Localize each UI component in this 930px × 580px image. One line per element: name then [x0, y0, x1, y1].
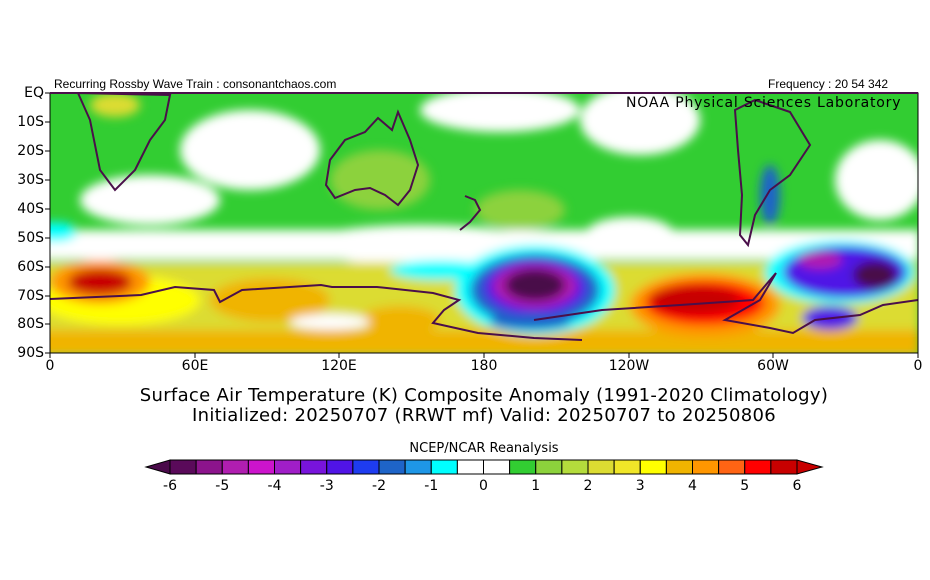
africa-coast — [76, 93, 172, 192]
anomaly-field — [50, 93, 918, 353]
colorbar-tick-label: 3 — [635, 478, 645, 494]
lat-label-20s: 20S — [17, 143, 44, 159]
colorbar-swatch — [483, 459, 511, 475]
antarctica-coast-east — [533, 272, 918, 335]
colorbar-swatch — [535, 459, 563, 475]
title-line-2: Initialized: 20250707 (RRWT mf) Valid: 2… — [192, 405, 776, 426]
colorbar-tick-label: 2 — [583, 478, 593, 494]
lat-label-70s: 70S — [17, 288, 44, 304]
lon-label-120w: 120W — [608, 358, 650, 374]
colorbar-swatch — [665, 459, 693, 475]
colorbar-swatch — [378, 459, 406, 475]
antarctica-coast — [50, 283, 583, 341]
colorbar-tick-label: 0 — [479, 478, 488, 494]
lat-label-60s: 60S — [17, 259, 44, 275]
lat-label-40s: 40S — [17, 201, 44, 217]
colorbar — [144, 459, 824, 475]
colorbar-high-arrow — [796, 459, 824, 475]
colorbar-swatch — [221, 459, 249, 475]
coastlines — [50, 93, 918, 341]
south-america-coast — [733, 98, 812, 248]
colorbar-tick-label: 5 — [740, 478, 750, 494]
new-zealand-coast — [459, 195, 482, 231]
lat-label-50s: 50S — [17, 230, 44, 246]
lat-label-eq: EQ — [24, 85, 44, 101]
colorbar-swatch — [561, 459, 589, 475]
colorbar-swatch — [195, 459, 223, 475]
colorbar-swatch — [456, 459, 484, 475]
noaa-lab-label: NOAA Physical Sciences Laboratory — [626, 95, 902, 111]
lon-label-180: 180 — [470, 358, 498, 374]
colorbar-swatch — [326, 459, 354, 475]
colorbar-label: NCEP/NCAR Reanalysis — [409, 441, 559, 456]
colorbar-tick-label: -5 — [215, 478, 230, 494]
colorbar-tick-label: -2 — [372, 478, 386, 494]
colorbar-tick-label: -1 — [424, 478, 439, 494]
colorbar-swatch — [274, 459, 302, 475]
colorbar-swatch — [587, 459, 615, 475]
colorbar-swatch — [404, 459, 432, 475]
title-line-1: Surface Air Temperature (K) Composite An… — [139, 385, 829, 406]
colorbar-tick-label: -3 — [319, 478, 334, 494]
colorbar-swatch — [352, 459, 380, 475]
colorbar-tick-label: 4 — [688, 478, 697, 494]
colorbar-low-arrow — [144, 459, 171, 475]
lat-label-30s: 30S — [17, 172, 44, 188]
australia-coast — [324, 109, 420, 207]
lat-label-10s: 10S — [17, 114, 44, 130]
lon-label-60e: 60E — [181, 358, 209, 374]
colorbar-swatch — [430, 459, 458, 475]
colorbar-swatch — [247, 459, 275, 475]
source-credit: Recurring Rossby Wave Train : consonantc… — [54, 77, 337, 91]
lon-label-120e: 120E — [321, 358, 357, 374]
colorbar-tick-label: 6 — [792, 478, 802, 494]
colorbar-swatch — [744, 459, 772, 475]
colorbar-tick-label: -4 — [267, 478, 282, 494]
colorbar-swatch — [300, 459, 328, 475]
lon-label-0: 0 — [45, 358, 55, 374]
colorbar-swatch — [692, 459, 720, 475]
lat-label-90s: 90S — [17, 345, 44, 361]
colorbar-swatch — [613, 459, 641, 475]
lon-label-0-east: 0 — [913, 358, 923, 374]
lon-label-60w: 60W — [757, 358, 789, 374]
lat-label-80s: 80S — [17, 316, 44, 332]
colorbar-swatch — [639, 459, 667, 475]
axis-ticks — [45, 92, 919, 358]
frequency-label: Frequency : 20 54 342 — [768, 77, 889, 91]
colorbar-swatch — [770, 459, 798, 475]
colorbar-swatch — [169, 459, 197, 475]
colorbar-tick-label: 1 — [531, 478, 541, 494]
colorbar-tick-label: -6 — [163, 478, 177, 494]
colorbar-swatch — [718, 459, 746, 475]
colorbar-swatch — [509, 459, 537, 475]
